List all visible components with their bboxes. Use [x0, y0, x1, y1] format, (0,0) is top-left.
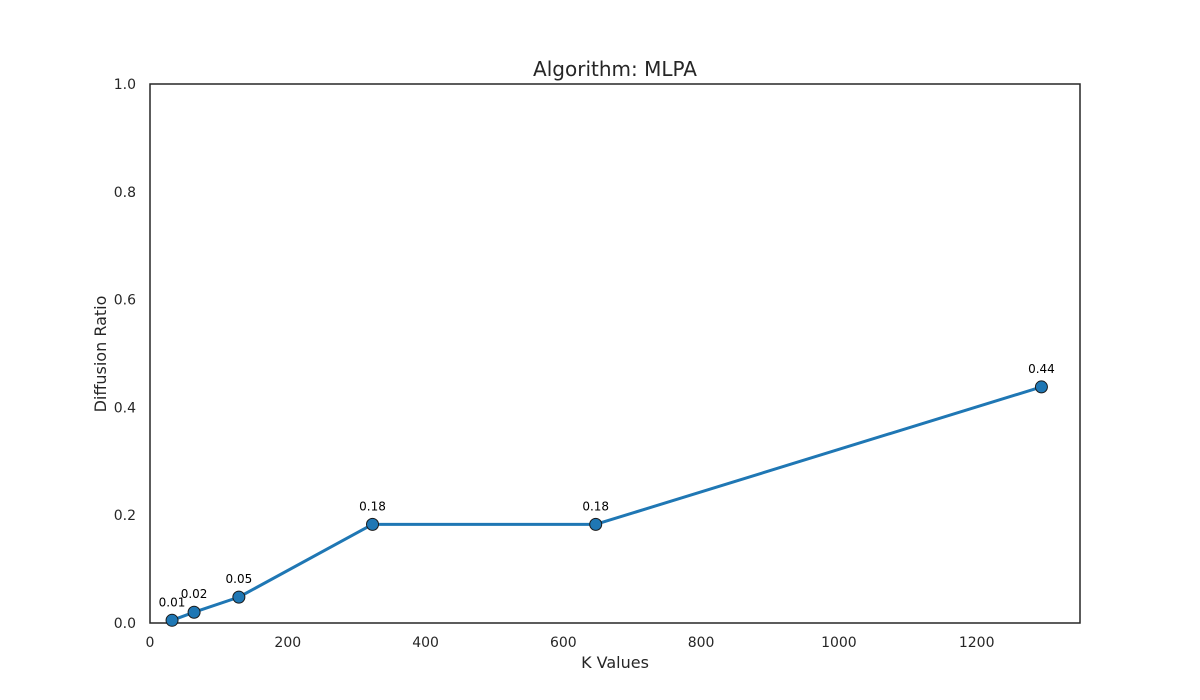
- x-tick-label: 600: [550, 635, 577, 651]
- data-label: 0.02: [181, 587, 208, 601]
- data-point: [187, 605, 201, 619]
- data-label: 0.01: [159, 595, 186, 609]
- y-axis: 0.0 0.2 0.4 0.6 0.8 1.0: [114, 77, 136, 632]
- x-tick-label: 400: [412, 635, 439, 651]
- data-point: [165, 613, 179, 627]
- y-tick-label: 0.4: [114, 400, 136, 416]
- plot-area: 0.010.02 0.05 0.18 0.18 0.44: [149, 83, 1081, 627]
- data-point: [366, 517, 380, 531]
- x-tick-label: 800: [688, 635, 715, 651]
- x-axis: 0 200 400 600 800 1000 1200: [146, 635, 995, 651]
- plot-frame: [149, 83, 1081, 624]
- x-tick-label: 1200: [959, 635, 995, 651]
- y-tick-label: 1.0: [114, 77, 136, 93]
- x-axis-label: K Values: [581, 653, 649, 672]
- data-point: [1034, 380, 1048, 394]
- chart-title: Algorithm: MLPA: [533, 57, 697, 81]
- y-tick-label: 0.6: [114, 293, 136, 309]
- y-axis-label: Diffusion Ratio: [91, 296, 110, 413]
- x-tick-label: 0: [146, 635, 155, 651]
- x-tick-label: 200: [274, 635, 301, 651]
- data-label: 0.18: [359, 499, 386, 513]
- data-label: 0.05: [226, 572, 253, 586]
- data-label: 0.44: [1028, 362, 1055, 376]
- x-tick-label: 1000: [821, 635, 857, 651]
- data-point: [232, 590, 246, 604]
- y-tick-label: 0.8: [114, 185, 136, 201]
- y-tick-label: 0.0: [114, 616, 136, 632]
- y-tick-label: 0.2: [114, 508, 136, 524]
- data-point: [589, 517, 603, 531]
- data-label: 0.18: [582, 499, 609, 513]
